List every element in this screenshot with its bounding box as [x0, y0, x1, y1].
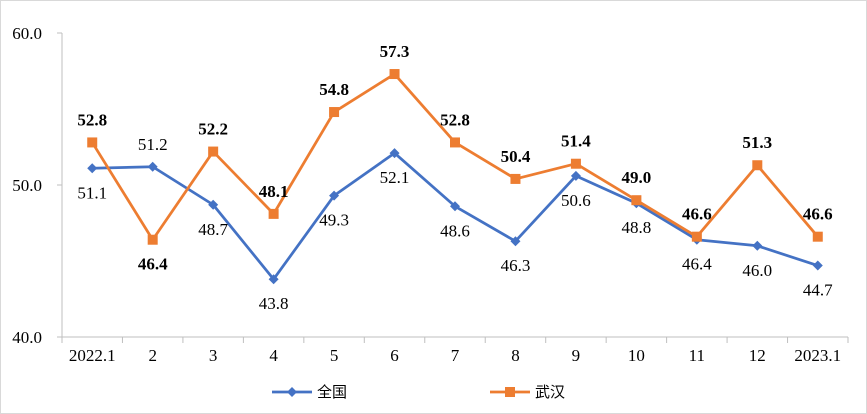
data-point	[208, 199, 219, 210]
series-layer	[87, 69, 823, 285]
data-point	[752, 240, 763, 251]
legend-label: 全国	[317, 383, 347, 401]
data-point	[268, 274, 279, 285]
data-point	[570, 158, 581, 169]
data-point	[268, 208, 279, 219]
data-label: 46.0	[742, 261, 772, 280]
data-point	[208, 146, 219, 157]
data-label: 48.8	[622, 218, 652, 237]
data-label: 52.2	[198, 120, 228, 139]
data-label: 52.8	[77, 110, 107, 129]
data-label: 51.4	[561, 132, 591, 151]
x-tick-label: 9	[572, 346, 581, 365]
data-point	[87, 137, 98, 148]
data-label: 52.8	[440, 110, 470, 129]
legend-label: 武汉	[535, 383, 565, 401]
x-tick-label: 6	[390, 346, 399, 365]
data-point	[752, 160, 763, 171]
data-label: 46.3	[501, 256, 531, 275]
data-label: 46.6	[803, 205, 833, 224]
data-point	[812, 231, 823, 242]
data-point	[389, 148, 400, 159]
data-point	[389, 69, 400, 80]
data-label: 48.7	[198, 220, 228, 239]
data-label: 46.4	[138, 255, 168, 274]
data-point	[147, 234, 158, 245]
data-point	[510, 173, 521, 184]
x-tick-label: 12	[749, 346, 766, 365]
legend: 全国 武汉	[272, 383, 565, 401]
data-labels: 51.1 51.2 48.7 43.8 49.3 52.1 48.6 46.3 50.6 48.8…	[77, 42, 833, 313]
data-label: 44.7	[803, 281, 833, 300]
data-label: 51.1	[77, 183, 107, 202]
x-tick-label: 8	[511, 346, 520, 365]
data-point	[329, 107, 340, 118]
data-label: 46.4	[682, 255, 712, 274]
y-tick-label: 50.0	[12, 176, 42, 195]
x-tick-label: 5	[330, 346, 339, 365]
data-label: 46.6	[682, 205, 712, 224]
y-tick-label: 40.0	[12, 328, 42, 347]
data-point	[450, 201, 460, 212]
y-tick-label: 60.0	[12, 24, 42, 43]
data-point	[570, 170, 581, 181]
data-point	[812, 260, 823, 271]
x-tick-label: 11	[689, 346, 705, 365]
axes: 40.0 50.0 60.0 2022.1 2 3 4 5 6 7 8 9 10 11 12 2023.1	[12, 24, 849, 365]
data-point	[510, 236, 521, 247]
legend-square-marker	[505, 387, 515, 397]
data-label: 48.1	[259, 182, 289, 201]
data-label: 52.1	[380, 168, 410, 187]
x-tick-label: 7	[451, 346, 460, 365]
data-point	[691, 231, 702, 242]
x-tick-label: 4	[269, 346, 278, 365]
data-point	[450, 137, 460, 148]
data-point	[329, 190, 340, 201]
x-tick-label: 2	[148, 346, 157, 365]
x-tick-label: 3	[209, 346, 218, 365]
data-label: 50.4	[501, 147, 531, 166]
data-point	[147, 161, 158, 172]
x-tick-label: 10	[628, 346, 645, 365]
data-label: 57.3	[380, 42, 410, 61]
legend-item-1: 全国	[272, 383, 347, 401]
data-label: 51.3	[742, 133, 772, 152]
data-label: 49.0	[622, 168, 652, 187]
data-label: 49.3	[319, 211, 349, 230]
data-label: 51.2	[138, 135, 168, 154]
x-tick-label: 2023.1	[794, 346, 841, 365]
legend-diamond-marker	[287, 387, 297, 397]
data-label: 50.6	[561, 191, 591, 210]
data-label: 48.6	[440, 221, 470, 240]
legend-item-2: 武汉	[490, 383, 565, 401]
data-label: 43.8	[259, 294, 289, 313]
data-label: 54.8	[319, 80, 349, 99]
data-point	[631, 195, 642, 206]
x-tick-label: 2022.1	[69, 346, 116, 365]
data-point	[87, 163, 98, 174]
